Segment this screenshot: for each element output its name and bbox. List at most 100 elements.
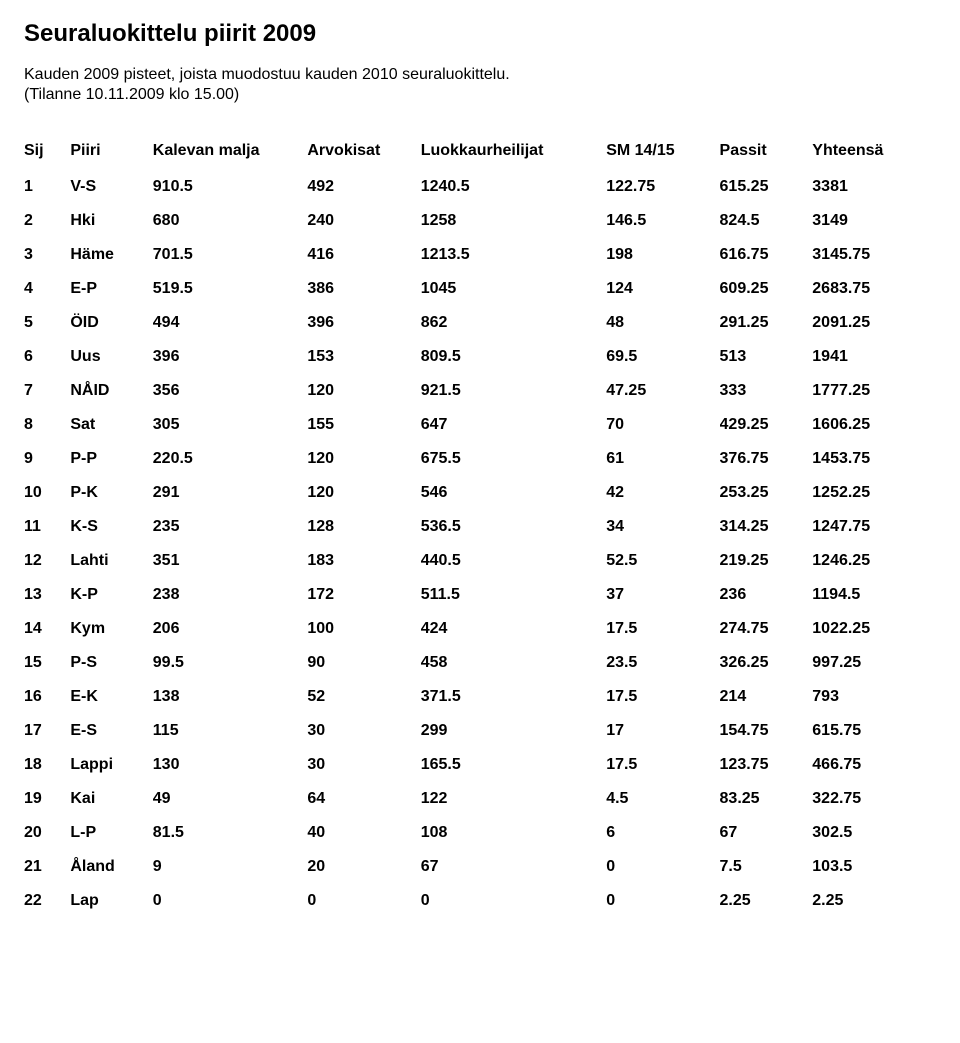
table-cell: 99.5 [153, 646, 308, 680]
table-cell: 0 [153, 884, 308, 918]
table-cell: 124 [606, 272, 719, 306]
table-cell: 302.5 [812, 816, 936, 850]
table-cell: 120 [307, 442, 420, 476]
table-cell: 67 [720, 816, 813, 850]
table-cell: Hki [70, 204, 152, 238]
subtitle-line-2: (Tilanne 10.11.2009 klo 15.00) [24, 86, 936, 104]
table-cell: 6 [606, 816, 719, 850]
table-cell: 1022.25 [812, 612, 936, 646]
table-cell: 1606.25 [812, 408, 936, 442]
table-cell: 351 [153, 544, 308, 578]
table-cell: 172 [307, 578, 420, 612]
table-cell: 103.5 [812, 850, 936, 884]
table-cell: 0 [307, 884, 420, 918]
table-row: 6Uus396153809.569.55131941 [24, 340, 936, 374]
table-cell: Lahti [70, 544, 152, 578]
table-cell: 22 [24, 884, 70, 918]
table-cell: 17.5 [606, 612, 719, 646]
table-cell: 274.75 [720, 612, 813, 646]
table-cell: 52 [307, 680, 420, 714]
table-cell: 2.25 [812, 884, 936, 918]
table-cell: 23.5 [606, 646, 719, 680]
table-row: 11K-S235128536.534314.251247.75 [24, 510, 936, 544]
table-cell: 81.5 [153, 816, 308, 850]
table-cell: 19 [24, 782, 70, 816]
table-cell: 138 [153, 680, 308, 714]
table-cell: 3149 [812, 204, 936, 238]
table-cell: Sat [70, 408, 152, 442]
table-cell: 5 [24, 306, 70, 340]
table-cell: 4.5 [606, 782, 719, 816]
table-cell: 165.5 [421, 748, 606, 782]
table-cell: 30 [307, 714, 420, 748]
table-cell: 34 [606, 510, 719, 544]
column-header: Kalevan malja [153, 134, 308, 170]
table-row: 7NÅID356120921.547.253331777.25 [24, 374, 936, 408]
table-cell: 429.25 [720, 408, 813, 442]
table-cell: Kai [70, 782, 152, 816]
table-cell: 494 [153, 306, 308, 340]
table-cell: 1 [24, 170, 70, 204]
table-cell: L-P [70, 816, 152, 850]
table-cell: E-P [70, 272, 152, 306]
table-cell: 1252.25 [812, 476, 936, 510]
table-cell: 64 [307, 782, 420, 816]
table-cell: 9 [24, 442, 70, 476]
table-cell: 83.25 [720, 782, 813, 816]
table-cell: 1194.5 [812, 578, 936, 612]
table-cell: 8 [24, 408, 70, 442]
table-cell: 356 [153, 374, 308, 408]
table-cell: 20 [307, 850, 420, 884]
table-cell: 2683.75 [812, 272, 936, 306]
table-cell: 615.75 [812, 714, 936, 748]
table-cell: 10 [24, 476, 70, 510]
table-cell: 513 [720, 340, 813, 374]
table-cell: 458 [421, 646, 606, 680]
table-row: 1V-S910.54921240.5122.75615.253381 [24, 170, 936, 204]
table-cell: 16 [24, 680, 70, 714]
table-cell: E-K [70, 680, 152, 714]
table-cell: P-S [70, 646, 152, 680]
table-cell: 238 [153, 578, 308, 612]
table-row: 10P-K29112054642253.251252.25 [24, 476, 936, 510]
table-cell: 130 [153, 748, 308, 782]
table-cell: 49 [153, 782, 308, 816]
table-cell: 466.75 [812, 748, 936, 782]
table-cell: 1045 [421, 272, 606, 306]
table-cell: ÖID [70, 306, 152, 340]
table-cell: 921.5 [421, 374, 606, 408]
column-header: Arvokisat [307, 134, 420, 170]
table-cell: 2091.25 [812, 306, 936, 340]
table-cell: 206 [153, 612, 308, 646]
table-cell: 122 [421, 782, 606, 816]
table-cell: 108 [421, 816, 606, 850]
table-cell: 615.25 [720, 170, 813, 204]
table-cell: 1258 [421, 204, 606, 238]
table-cell: 546 [421, 476, 606, 510]
table-cell: NÅID [70, 374, 152, 408]
table-cell: 240 [307, 204, 420, 238]
table-cell: 3381 [812, 170, 936, 204]
table-cell: 154.75 [720, 714, 813, 748]
table-cell: 47.25 [606, 374, 719, 408]
table-cell: 322.75 [812, 782, 936, 816]
table-cell: 219.25 [720, 544, 813, 578]
table-cell: 424 [421, 612, 606, 646]
table-cell: K-P [70, 578, 152, 612]
table-cell: 701.5 [153, 238, 308, 272]
table-cell: 30 [307, 748, 420, 782]
table-cell: V-S [70, 170, 152, 204]
table-row: 2Hki6802401258146.5824.53149 [24, 204, 936, 238]
table-cell: 236 [720, 578, 813, 612]
column-header: Piiri [70, 134, 152, 170]
table-cell: 235 [153, 510, 308, 544]
table-cell: 291 [153, 476, 308, 510]
table-cell: 862 [421, 306, 606, 340]
table-cell: K-S [70, 510, 152, 544]
table-cell: 440.5 [421, 544, 606, 578]
table-body: 1V-S910.54921240.5122.75615.2533812Hki68… [24, 170, 936, 918]
column-header: Sij [24, 134, 70, 170]
table-cell: Uus [70, 340, 152, 374]
table-row: 9P-P220.5120675.561376.751453.75 [24, 442, 936, 476]
table-cell: Åland [70, 850, 152, 884]
